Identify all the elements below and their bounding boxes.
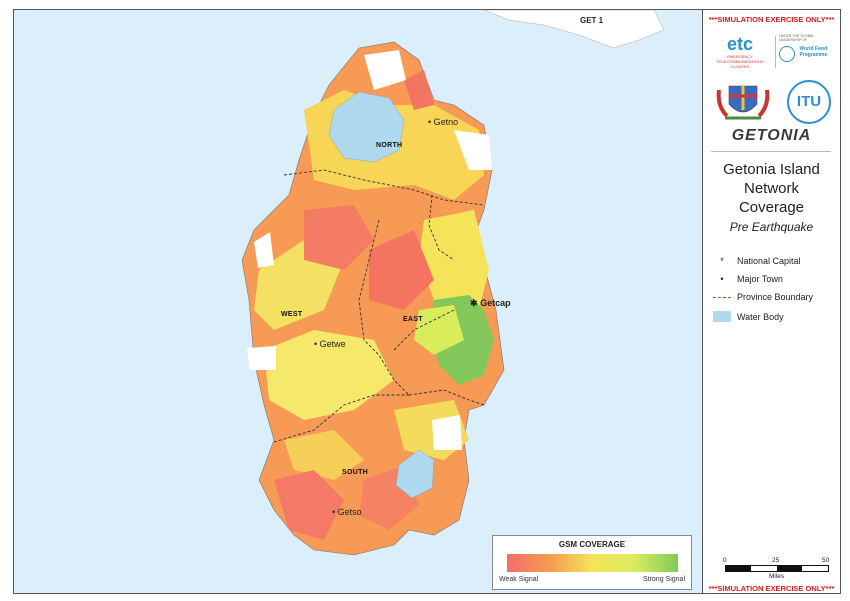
legend-color-ramp	[507, 554, 678, 572]
simulation-banner-top: ***SIMULATION EXERCISE ONLY***	[708, 15, 835, 24]
simulation-banner-bottom: ***SIMULATION EXERCISE ONLY***	[708, 584, 835, 593]
coverage-patch	[284, 430, 364, 480]
key-national-capital: * National Capital	[713, 256, 801, 266]
scale-bar	[725, 565, 829, 572]
capital-star-icon: *	[720, 256, 724, 266]
key-major-town: • Major Town	[713, 274, 783, 284]
key-province-boundary: Province Boundary	[713, 292, 813, 302]
map-frame[interactable]: GET 1 • Getno ✱ Getcap • Getwe • Getso N…	[13, 9, 703, 594]
dashed-line-icon	[713, 297, 731, 298]
capital-getcap: ✱ Getcap	[470, 298, 511, 309]
coverage-patch	[369, 230, 434, 310]
town-label: Getso	[337, 507, 362, 517]
coverage-patch	[414, 305, 464, 355]
scale-tick-25: 25	[772, 557, 780, 564]
capital-star-icon: ✱	[470, 298, 478, 308]
map-canvas	[241, 10, 665, 556]
province-label-north: NORTH	[376, 142, 403, 149]
wfp-logo-text: World Food Programme	[799, 46, 828, 58]
key-label: Water Body	[737, 311, 784, 322]
coat-of-arms-icon	[715, 80, 771, 124]
country-name: GETONIA	[731, 127, 812, 144]
coverage-patch	[404, 70, 434, 110]
coverage-patch	[274, 470, 344, 540]
town-dot-icon: •	[720, 274, 724, 284]
neighbor-landmass	[483, 10, 665, 49]
province-label-east: EAST	[403, 316, 423, 323]
town-dot-icon: •	[314, 339, 318, 349]
town-getso: • Getso	[332, 507, 362, 517]
coverage-patch	[264, 330, 394, 420]
legend-weak-label: Weak Signal	[499, 576, 539, 583]
no-data-patch	[364, 50, 406, 90]
town-getwe: • Getwe	[314, 339, 346, 349]
itu-logo: ITU	[787, 80, 831, 124]
no-data-patch	[247, 346, 276, 370]
province-boundaries	[273, 169, 485, 443]
key-label: National Capital	[737, 256, 801, 266]
panel-divider	[711, 151, 831, 152]
coverage-legend: GSM COVERAGE Weak Signal Strong Signal	[492, 535, 692, 590]
lake	[395, 449, 435, 499]
scale-tick-0: 0	[723, 557, 727, 564]
lake	[328, 91, 405, 163]
logo-divider	[775, 36, 776, 68]
wfp-emblem-icon	[779, 46, 795, 62]
etc-logo-caption: EMERGENCY TELECOMMUNICATIONS CLUSTER	[716, 54, 764, 69]
neighbor-label: GET 1	[580, 16, 604, 25]
scale-segment	[777, 566, 802, 571]
scale-segment	[726, 566, 751, 571]
town-dot-icon: •	[332, 507, 336, 517]
etc-logo-text: etc	[726, 34, 753, 54]
town-label: Getcap	[480, 298, 511, 308]
town-label: Getwe	[319, 339, 346, 349]
legend-strong-label: Strong Signal	[642, 576, 685, 583]
town-dot-icon: •	[428, 117, 432, 127]
town-label: Getno	[433, 117, 459, 127]
map-subtitle: Pre Earthquake	[729, 220, 814, 234]
map-title: Getonia Island Network Coverage	[723, 161, 820, 216]
no-data-patch	[454, 130, 492, 170]
legend-title: GSM COVERAGE	[558, 540, 626, 549]
water-swatch-icon	[713, 311, 731, 322]
key-label: Province Boundary	[737, 292, 814, 302]
no-data-patch	[432, 415, 462, 450]
scale-unit: Miles	[769, 573, 785, 580]
scale-tick-50: 50	[822, 557, 830, 564]
province-label-west: WEST	[281, 311, 303, 318]
coverage-patch	[304, 205, 374, 270]
wfp-logo-caption: UNDER THE GLOBAL LEADERSHIP OF	[779, 34, 815, 42]
key-label: Major Town	[737, 274, 783, 284]
province-label-south: SOUTH	[342, 469, 368, 476]
wfp-logo: UNDER THE GLOBAL LEADERSHIP OF World Foo…	[779, 34, 837, 74]
no-data-patch	[254, 232, 274, 268]
itu-logo-text: ITU	[796, 93, 822, 110]
key-water-body: Water Body	[713, 311, 784, 322]
town-getno: • Getno	[428, 117, 458, 127]
etc-logo: etc EMERGENCY TELECOMMUNICATIONS CLUSTER	[707, 34, 773, 74]
side-panel: ***SIMULATION EXERCISE ONLY*** etc EMERG…	[702, 9, 841, 594]
